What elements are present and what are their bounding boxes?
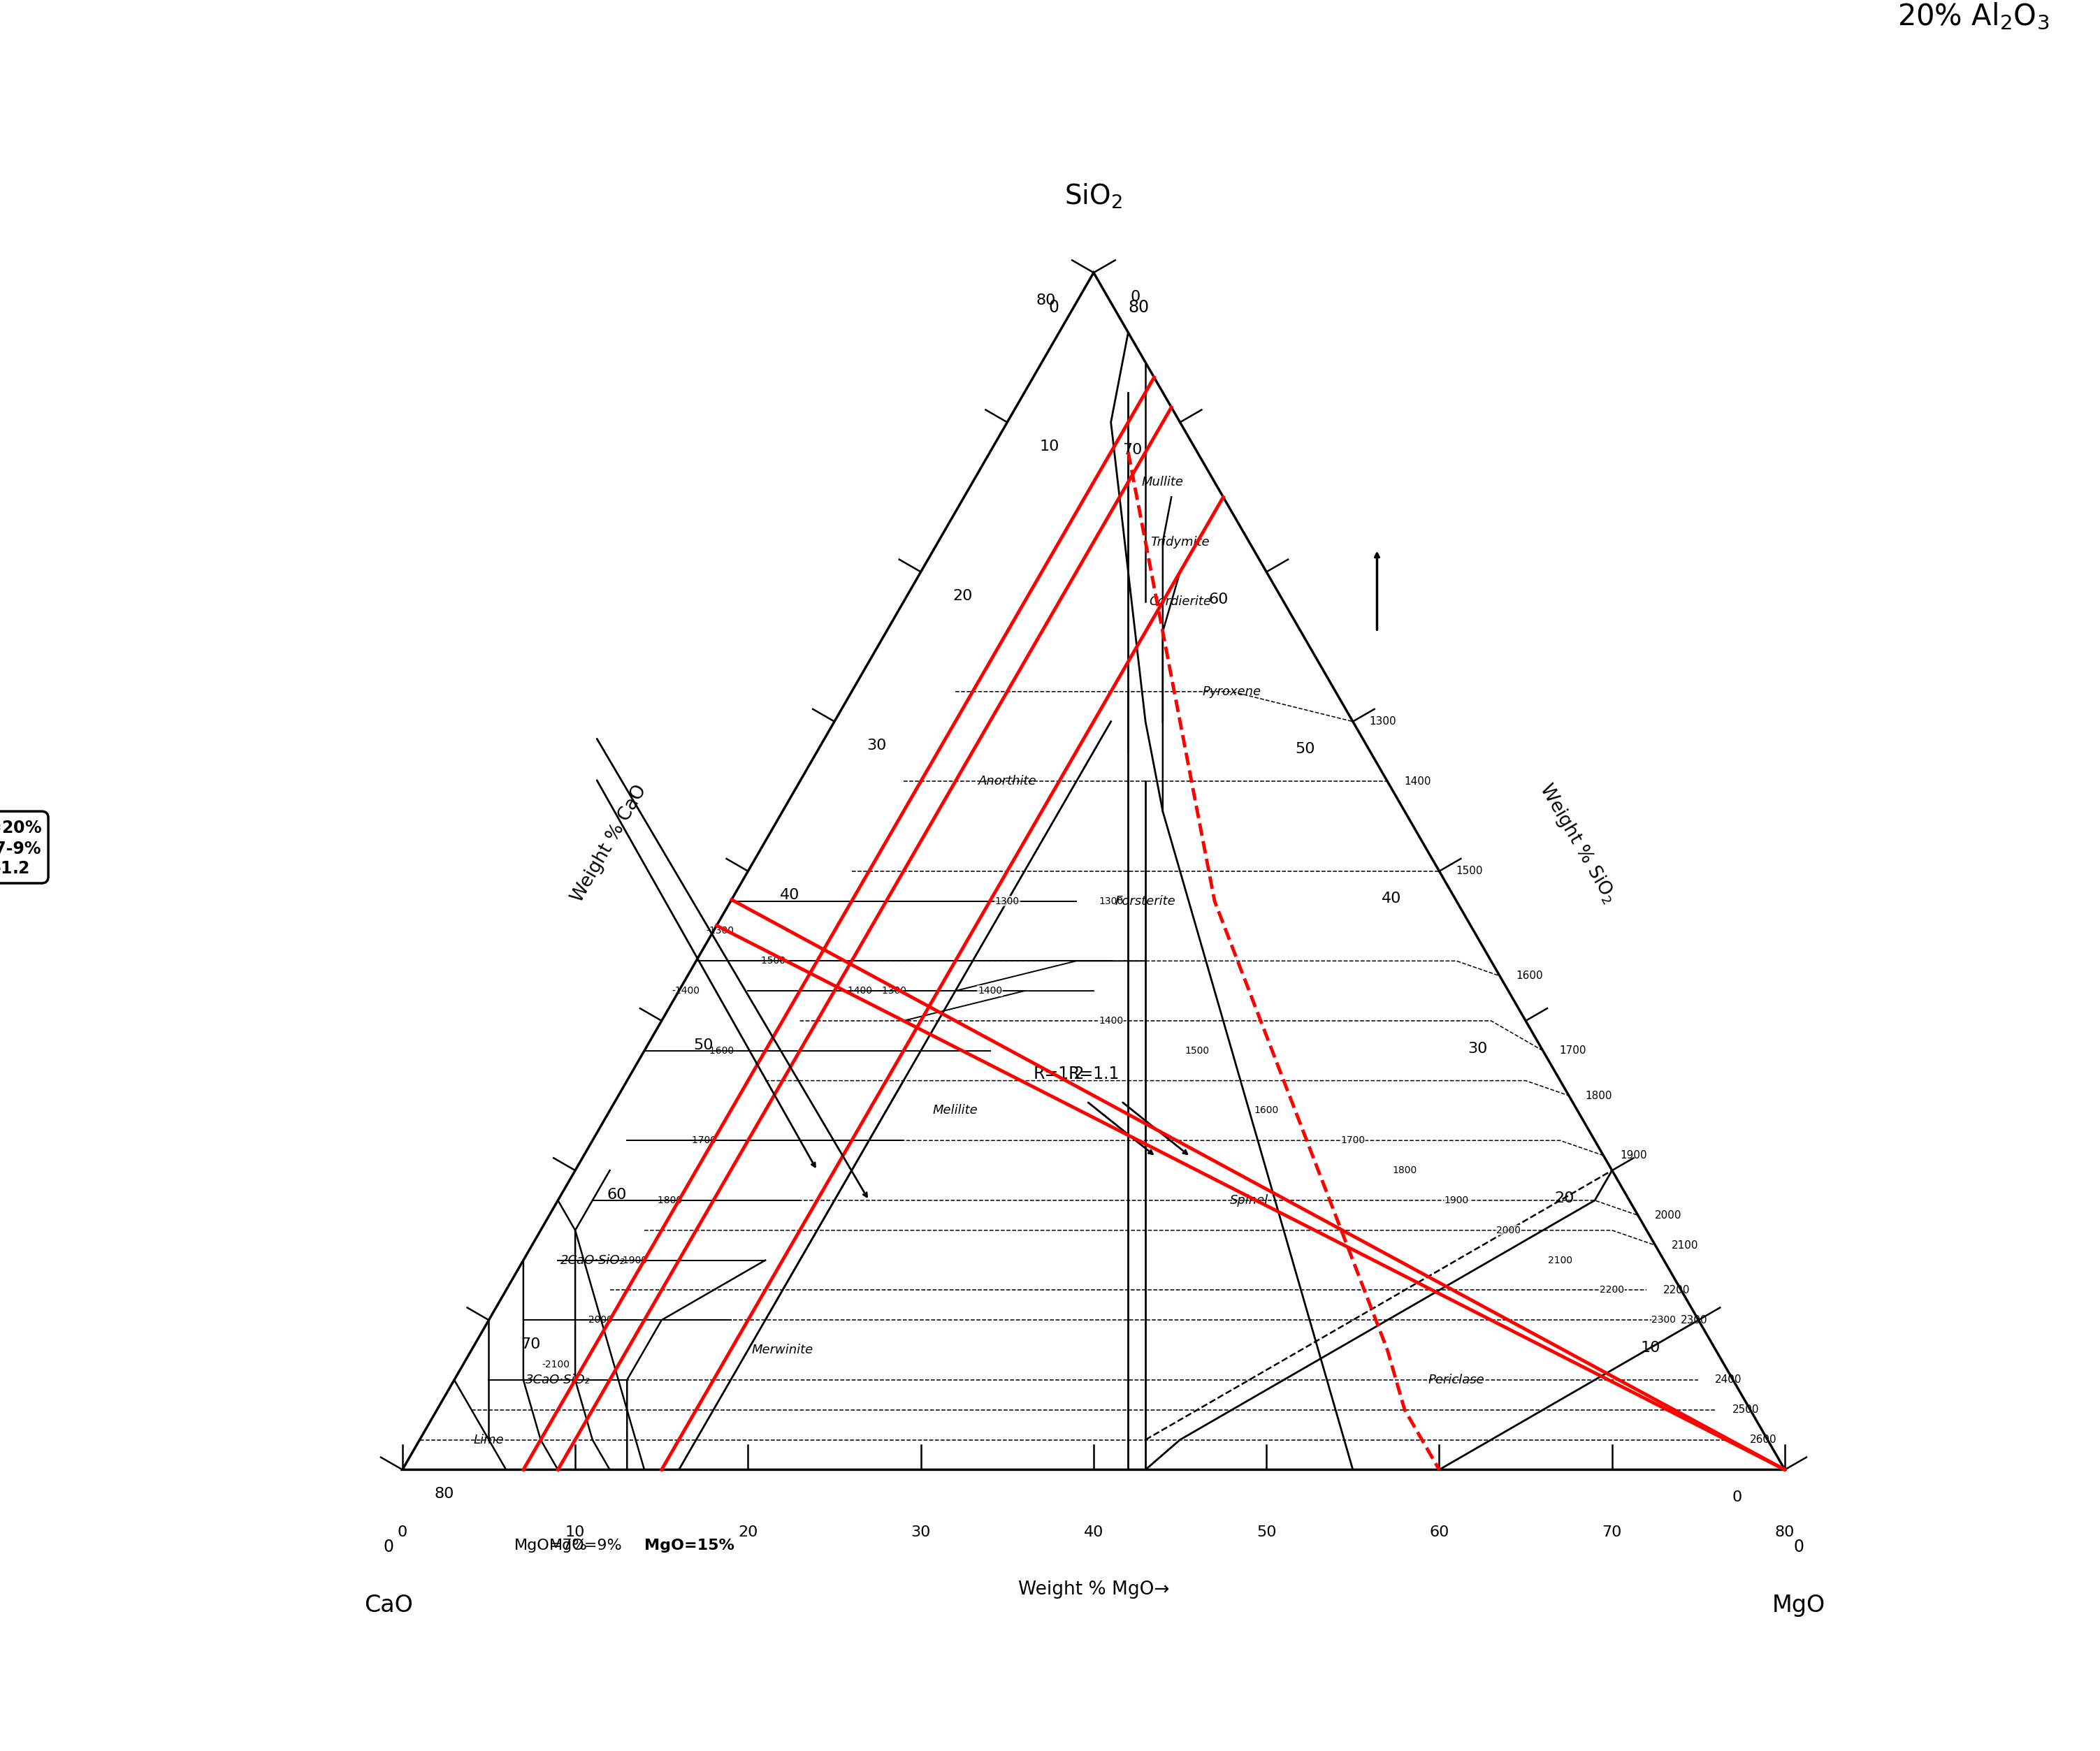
Text: Weight % MgO→: Weight % MgO→ <box>1018 1581 1170 1599</box>
Text: 80: 80 <box>435 1487 454 1501</box>
Text: 3CaO·SiO₂: 3CaO·SiO₂ <box>525 1373 590 1387</box>
Text: CaO: CaO <box>363 1593 414 1618</box>
Text: 80: 80 <box>1035 292 1056 306</box>
Text: 0: 0 <box>1048 299 1058 315</box>
Text: Spinel: Spinel <box>1231 1194 1268 1206</box>
Text: -1300: -1300 <box>706 926 735 937</box>
Text: 40: 40 <box>779 888 800 902</box>
Text: MgO=9%: MgO=9% <box>548 1539 622 1553</box>
Text: 1300: 1300 <box>1098 897 1124 905</box>
Text: Mullite: Mullite <box>1142 476 1184 489</box>
Text: -1600: -1600 <box>706 1045 735 1056</box>
Text: 30: 30 <box>867 739 886 753</box>
Text: Pyroxene: Pyroxene <box>1203 685 1262 699</box>
Text: 2200: 2200 <box>1600 1285 1623 1296</box>
Text: 1900: 1900 <box>1619 1150 1646 1161</box>
Text: 1700: 1700 <box>1340 1136 1365 1145</box>
Text: 1500: 1500 <box>1184 1045 1210 1056</box>
Text: 20: 20 <box>1554 1191 1575 1205</box>
Text: MgO: MgO <box>1772 1593 1825 1618</box>
Text: 1600: 1600 <box>1254 1105 1279 1115</box>
Text: 2300: 2300 <box>1653 1315 1676 1326</box>
Text: MgO=7%: MgO=7% <box>514 1539 588 1553</box>
Text: 2200: 2200 <box>1663 1285 1691 1296</box>
Text: 2400: 2400 <box>1716 1375 1743 1385</box>
Text: 1300: 1300 <box>1369 716 1397 727</box>
Text: -1700: -1700 <box>689 1136 716 1145</box>
Text: Weight % SiO$_2$: Weight % SiO$_2$ <box>1535 781 1621 907</box>
Text: 1800: 1800 <box>1586 1091 1613 1101</box>
Text: 80: 80 <box>1774 1525 1796 1539</box>
Text: Al$_2$O$_3$=20%
MgO=7-9%
$R$=1.1-1.2: Al$_2$O$_3$=20% MgO=7-9% $R$=1.1-1.2 <box>0 819 42 877</box>
Text: 2100: 2100 <box>1672 1240 1699 1250</box>
Text: Tridymite: Tridymite <box>1151 536 1210 548</box>
Text: -1500: -1500 <box>758 956 785 967</box>
Text: 10: 10 <box>1040 440 1058 454</box>
Text: -1400: -1400 <box>844 986 871 996</box>
Text: 1400: 1400 <box>1098 1016 1124 1026</box>
Text: 1400: 1400 <box>979 986 1002 996</box>
Text: -2100: -2100 <box>542 1361 569 1369</box>
Text: R=1.2: R=1.2 <box>1033 1065 1086 1082</box>
Text: Lime: Lime <box>475 1434 504 1446</box>
Text: 2CaO·SiO₂: 2CaO·SiO₂ <box>561 1254 626 1266</box>
Text: 70: 70 <box>1602 1525 1621 1539</box>
Text: 1900: 1900 <box>1445 1196 1468 1205</box>
Text: 2300: 2300 <box>1680 1315 1707 1326</box>
Text: -2000: -2000 <box>586 1315 613 1326</box>
Text: 0: 0 <box>1793 1539 1804 1555</box>
Text: Periclase: Periclase <box>1428 1373 1485 1387</box>
Text: 40: 40 <box>1382 891 1401 905</box>
Text: 20: 20 <box>953 588 972 602</box>
Text: 2000: 2000 <box>1655 1210 1682 1220</box>
Text: Anorthite: Anorthite <box>979 776 1037 788</box>
Text: -1900: -1900 <box>620 1255 647 1266</box>
Text: 0: 0 <box>1130 291 1140 305</box>
Text: 20: 20 <box>737 1525 758 1539</box>
Text: 2600: 2600 <box>1749 1434 1777 1445</box>
Text: 70: 70 <box>1121 443 1142 457</box>
Text: R=1.1: R=1.1 <box>1069 1065 1119 1082</box>
Text: Forsterite: Forsterite <box>1115 895 1176 907</box>
Text: Cordierite: Cordierite <box>1149 595 1212 608</box>
Text: 2500: 2500 <box>1732 1404 1760 1415</box>
Text: 50: 50 <box>693 1038 714 1052</box>
Text: 1500: 1500 <box>1455 867 1483 877</box>
Text: -1400: -1400 <box>672 986 699 996</box>
Text: 80: 80 <box>1128 299 1149 315</box>
Text: 50: 50 <box>1296 742 1315 756</box>
Text: 60: 60 <box>1430 1525 1449 1539</box>
Text: 1800: 1800 <box>1392 1166 1418 1175</box>
Text: 2100: 2100 <box>1548 1255 1573 1266</box>
Text: 0: 0 <box>384 1539 395 1555</box>
Text: -1300: -1300 <box>880 986 907 996</box>
Text: 0: 0 <box>1732 1490 1743 1504</box>
Text: -1800: -1800 <box>655 1196 682 1205</box>
Text: 20% Al$_2$O$_3$: 20% Al$_2$O$_3$ <box>1896 2 2050 32</box>
Text: Weight % CaO: Weight % CaO <box>569 781 651 905</box>
Text: 1700: 1700 <box>1560 1045 1586 1056</box>
Text: 30: 30 <box>1468 1042 1487 1056</box>
Text: Merwinite: Merwinite <box>752 1343 813 1357</box>
Text: 40: 40 <box>1084 1525 1103 1539</box>
Text: MgO=15%: MgO=15% <box>645 1539 735 1553</box>
Text: 70: 70 <box>521 1338 540 1352</box>
Text: 1600: 1600 <box>1516 970 1544 981</box>
Text: 60: 60 <box>1210 592 1228 606</box>
Text: 50: 50 <box>1256 1525 1277 1539</box>
Text: 60: 60 <box>607 1187 628 1201</box>
Text: 0: 0 <box>397 1525 407 1539</box>
Text: SiO$_2$: SiO$_2$ <box>1065 182 1124 210</box>
Text: 10: 10 <box>565 1525 586 1539</box>
Text: 2000: 2000 <box>1495 1226 1520 1234</box>
Text: 1300: 1300 <box>995 897 1018 905</box>
Text: 1400: 1400 <box>1405 776 1430 786</box>
Text: Melilite: Melilite <box>932 1105 979 1117</box>
Text: 10: 10 <box>1640 1341 1661 1355</box>
Text: 30: 30 <box>911 1525 930 1539</box>
